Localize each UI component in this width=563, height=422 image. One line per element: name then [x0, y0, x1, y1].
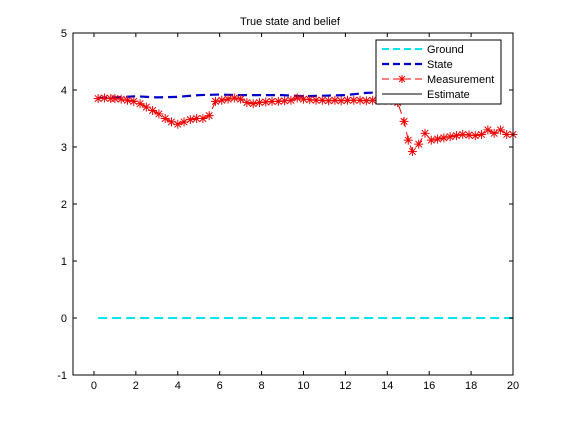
measurement-point [173, 119, 183, 129]
measurement-point [229, 93, 239, 103]
y-tick-label: 2 [61, 199, 67, 211]
measurement-point [477, 129, 487, 139]
measurement-point [483, 125, 493, 135]
measurement-point [324, 96, 334, 106]
measurement-point [292, 93, 302, 103]
measurement-point [433, 134, 443, 144]
y-tick-label: -1 [57, 370, 67, 382]
measurement-point [148, 106, 158, 116]
x-tick-label: 14 [381, 380, 393, 392]
chart-title: True state and belief [240, 16, 341, 28]
measurement-point [489, 128, 499, 138]
measurement-point [458, 129, 468, 139]
measurement-point [185, 115, 195, 125]
y-tick-label: 5 [61, 28, 67, 40]
measurement-point [210, 96, 220, 106]
measurement-point [407, 147, 417, 157]
measurement-point [426, 135, 436, 145]
x-tick-label: 4 [175, 380, 181, 392]
x-tick-label: 20 [507, 380, 519, 392]
x-tick-label: 6 [217, 380, 223, 392]
measurement-point [298, 94, 308, 104]
measurement-point [451, 131, 461, 141]
x-tick-label: 8 [259, 380, 265, 392]
measurement-point [464, 130, 474, 140]
measurement-point [414, 139, 424, 149]
measurement-point [261, 97, 271, 107]
measurement-point [361, 96, 371, 106]
x-tick-label: 2 [133, 380, 139, 392]
y-tick-label: 4 [61, 85, 67, 97]
measurement-point [110, 94, 120, 104]
measurement-point [305, 95, 315, 105]
measurement-point [280, 96, 290, 106]
measurement-point [129, 96, 139, 106]
x-tick-label: 10 [297, 380, 309, 392]
legend-label-ground: Ground [427, 44, 464, 56]
measurement-point [179, 117, 189, 127]
measurement-point [160, 114, 170, 123]
y-tick-label: 0 [61, 313, 67, 325]
x-tick-label: 12 [339, 380, 351, 392]
measurement-point [122, 95, 132, 105]
measurement-point [286, 95, 296, 105]
measurement-point [248, 99, 258, 109]
measurement-point [93, 94, 103, 104]
y-tick-label: 3 [61, 142, 67, 154]
measurement-point [470, 131, 480, 141]
measurement-point [166, 117, 176, 127]
x-tick-label: 16 [423, 380, 435, 392]
measurement-point [254, 98, 264, 108]
plot-area [93, 91, 518, 319]
measurement-point [204, 111, 214, 121]
measurement-point [99, 93, 109, 103]
measurement-point [135, 99, 145, 109]
measurement-point [116, 94, 126, 104]
measurement-point [223, 94, 233, 104]
measurement-point [154, 109, 164, 119]
measurement-point [439, 133, 449, 143]
measurement-point [420, 128, 430, 138]
measurement-point [398, 75, 406, 83]
measurement-point [403, 135, 413, 145]
y-tick-label: 1 [61, 256, 67, 268]
measurement-point [399, 116, 409, 126]
measurement-point [236, 94, 246, 104]
x-tick-label: 0 [91, 380, 97, 392]
measurement-point [495, 125, 505, 135]
measurement-point [445, 132, 455, 142]
legend-label-estimate: Estimate [427, 89, 470, 101]
measurement-point [141, 102, 151, 112]
measurement-point [336, 96, 346, 106]
legend-label-measurement: Measurement [427, 74, 494, 86]
measurement-point [267, 96, 277, 106]
legend: Ground State Measurement Estimate [375, 39, 502, 105]
measurement-point [242, 98, 252, 108]
measurement-point [355, 95, 365, 105]
legend-label-state: State [427, 59, 453, 71]
measurement-point [217, 95, 227, 105]
measurement-point [317, 95, 327, 105]
measurement-point [273, 96, 283, 106]
measurement-point [330, 95, 340, 105]
x-tick-label: 18 [465, 380, 477, 392]
legend-box [375, 39, 502, 105]
